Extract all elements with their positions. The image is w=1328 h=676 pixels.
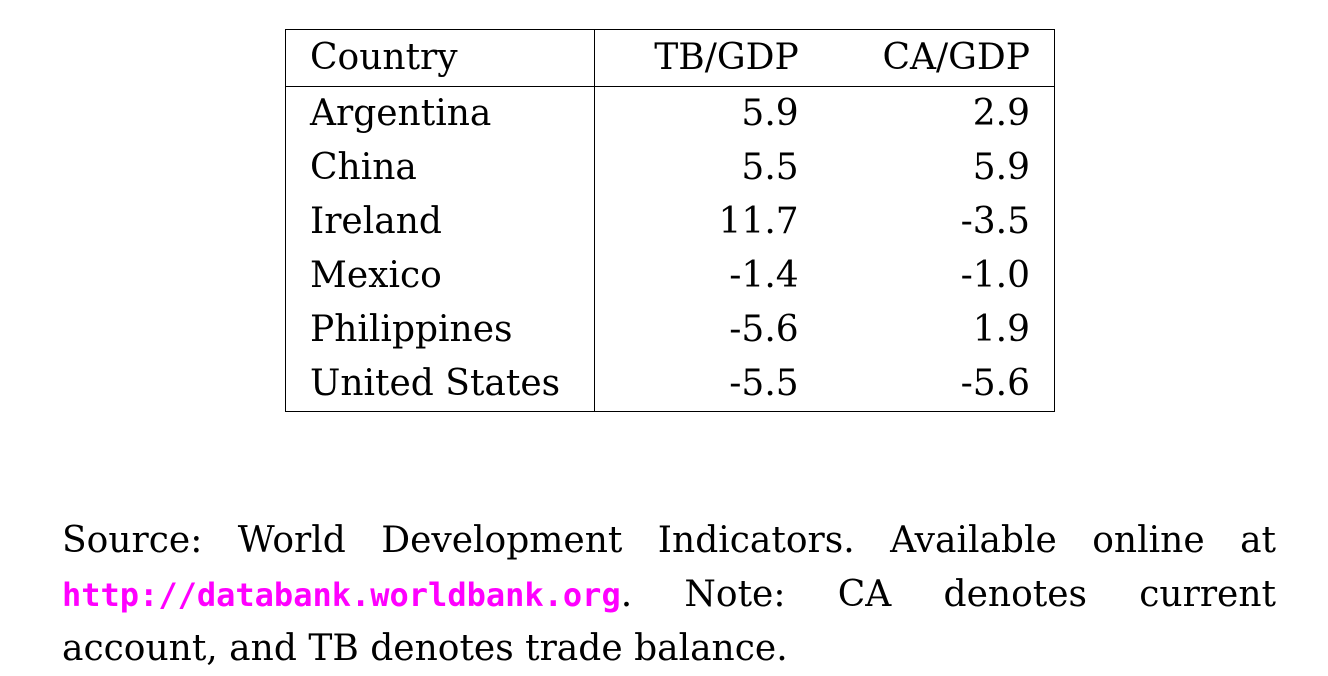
country-cell: Philippines <box>285 303 595 357</box>
ca-gdp-cell: 5.9 <box>972 147 1030 188</box>
header-ca-gdp: CA/GDP <box>822 29 1055 87</box>
source-note-prefix: Source: World Development Indicators. Av… <box>62 520 1276 561</box>
header-tb-gdp: TB/GDP <box>594 29 823 87</box>
data-table: Country TB/GDP CA/GDP Argentina 5.9 2.9 … <box>285 29 1055 412</box>
ca-gdp-cell: -3.5 <box>960 201 1030 242</box>
table-row: Philippines -5.6 1.9 <box>285 303 1055 357</box>
table-row: Ireland 11.7 -3.5 <box>285 195 1055 249</box>
ca-gdp-cell: 1.9 <box>972 309 1030 350</box>
table-row: China 5.5 5.9 <box>285 141 1055 195</box>
header-country: Country <box>285 29 595 87</box>
country-cell: Ireland <box>285 195 595 249</box>
tb-gdp-cell: 5.5 <box>741 147 799 188</box>
table-row: United States -5.5 -5.6 <box>285 357 1055 412</box>
tb-gdp-cell: -5.6 <box>729 309 799 350</box>
table-row: Argentina 5.9 2.9 <box>285 86 1055 141</box>
tb-gdp-cell: -1.4 <box>729 255 799 296</box>
ca-gdp-cell: -1.0 <box>960 255 1030 296</box>
country-cell: Mexico <box>285 249 595 303</box>
table-row: Mexico -1.4 -1.0 <box>285 249 1055 303</box>
country-cell: China <box>285 141 595 195</box>
databank-link[interactable]: http://databank.worldbank.org <box>62 576 621 614</box>
header-row: Country TB/GDP CA/GDP <box>285 29 1055 87</box>
country-cell: Argentina <box>285 86 595 141</box>
ca-gdp-cell: 2.9 <box>972 93 1030 134</box>
tb-gdp-cell: 5.9 <box>741 93 799 134</box>
tb-gdp-cell: -5.5 <box>729 363 799 404</box>
tb-gdp-cell: 11.7 <box>718 201 799 242</box>
country-cell: United States <box>285 357 595 412</box>
ca-gdp-cell: -5.6 <box>960 363 1030 404</box>
